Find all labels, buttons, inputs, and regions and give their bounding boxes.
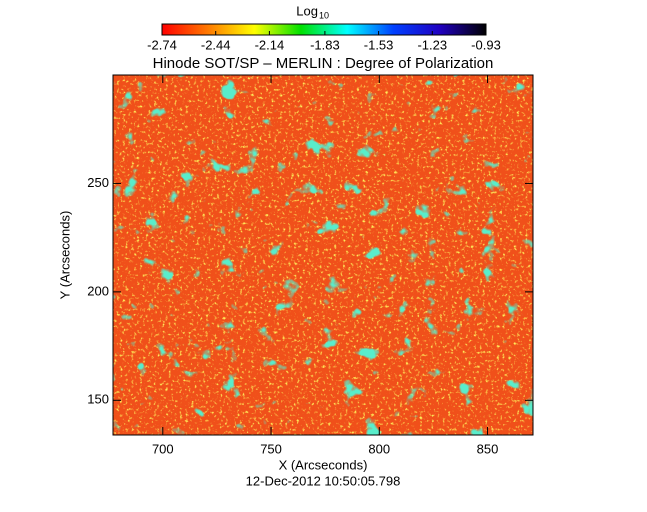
colorbar <box>161 23 487 36</box>
colorbar-tick-label: -1.83 <box>310 37 340 52</box>
y-tick-label: 150 <box>87 392 109 407</box>
colorbar-label: Log <box>296 3 318 18</box>
plot-frame <box>112 74 534 436</box>
x-tick-label: 850 <box>477 441 499 456</box>
x-tick-label: 750 <box>260 441 282 456</box>
colorbar-tick-label: -1.23 <box>417 37 447 52</box>
chart-title: Hinode SOT/SP – MERLIN : Degree of Polar… <box>153 55 494 72</box>
y-tick-label: 200 <box>87 283 109 298</box>
colorbar-tick-label: -1.53 <box>364 37 394 52</box>
subtitle: 12-Dec-2012 10:50:05.798 <box>246 473 401 488</box>
y-tick-label: 250 <box>87 175 109 190</box>
colorbar-tick-label: -0.93 <box>471 37 501 52</box>
colorbar-label-subscript: 10 <box>319 10 329 20</box>
colorbar-tick-label: -2.14 <box>255 37 285 52</box>
x-tick-label: 700 <box>152 441 174 456</box>
x-axis-label: X (Arcseconds) <box>279 457 368 472</box>
y-axis-label: Y (Arcseconds) <box>57 211 72 300</box>
colorbar-tick-label: -2.44 <box>201 37 231 52</box>
colorbar-tick-label: -2.74 <box>147 37 177 52</box>
heatmap-image <box>113 75 533 435</box>
x-tick-label: 800 <box>368 441 390 456</box>
